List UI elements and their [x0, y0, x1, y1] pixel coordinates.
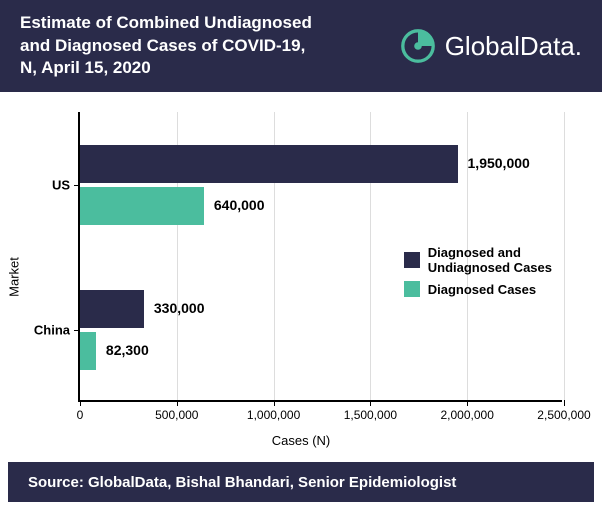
x-tick-mark: [370, 400, 371, 406]
bar: [80, 290, 144, 328]
x-tick-label: 500,000: [155, 408, 198, 422]
x-axis-label: Cases (N): [272, 433, 331, 448]
legend-swatch: [404, 281, 420, 297]
bar: [80, 187, 204, 225]
legend-item: Diagnosed Cases: [404, 281, 552, 297]
legend-item: Diagnosed andUndiagnosed Cases: [404, 245, 552, 275]
x-tick-mark: [177, 400, 178, 406]
x-tick-label: 1,000,000: [247, 408, 300, 422]
legend-label: Diagnosed Cases: [428, 282, 536, 297]
y-tick-mark: [74, 185, 80, 186]
bar-value-label: 640,000: [214, 197, 265, 213]
legend-label: Diagnosed andUndiagnosed Cases: [428, 245, 552, 275]
x-tick-label: 1,500,000: [344, 408, 397, 422]
brand-logo: GlobalData.: [399, 27, 582, 65]
y-category-label: US: [52, 177, 70, 192]
bar-value-label: 330,000: [154, 300, 205, 316]
gridline: [564, 112, 565, 400]
header-bar: Estimate of Combined Undiagnosed and Dia…: [0, 0, 602, 92]
chart-title: Estimate of Combined Undiagnosed and Dia…: [20, 12, 320, 81]
bar: [80, 332, 96, 370]
chart-legend: Diagnosed andUndiagnosed Cases Diagnosed …: [404, 245, 552, 303]
source-attribution: Source: GlobalData, Bishal Bhandari, Sen…: [28, 474, 456, 491]
x-tick-label: 0: [77, 408, 84, 422]
y-category-label: China: [34, 322, 70, 337]
bar-value-label: 82,300: [106, 342, 149, 358]
y-axis-label: Market: [7, 257, 22, 297]
bar: [80, 145, 458, 183]
x-tick-label: 2,500,000: [537, 408, 590, 422]
x-tick-mark: [467, 400, 468, 406]
brand-logo-text: GlobalData.: [445, 31, 582, 62]
x-tick-mark: [80, 400, 81, 406]
x-tick-mark: [564, 400, 565, 406]
x-tick-label: 2,000,000: [440, 408, 493, 422]
globaldata-icon: [399, 27, 437, 65]
legend-swatch: [404, 252, 420, 268]
x-tick-mark: [274, 400, 275, 406]
bar-value-label: 1,950,000: [468, 155, 530, 171]
y-tick-mark: [74, 330, 80, 331]
chart-container: Market 0 500,000 1,000,000 1,500,000 2,000,0…: [0, 92, 602, 462]
footer-bar: Source: GlobalData, Bishal Bhandari, Sen…: [8, 462, 594, 502]
